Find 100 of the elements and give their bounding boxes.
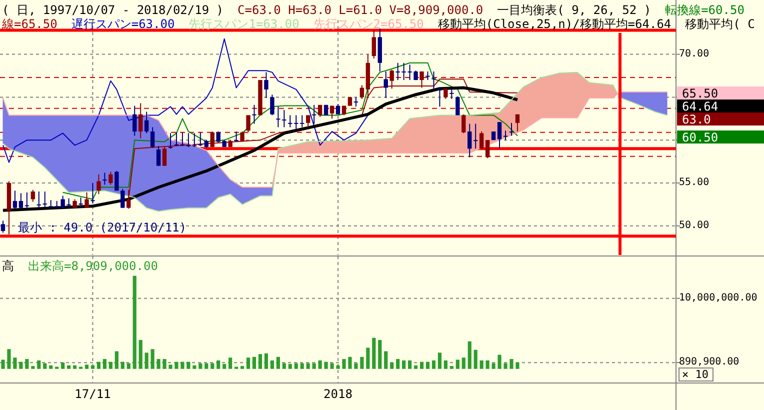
y-tick-label: 890,900.00 bbox=[679, 356, 740, 368]
bar bbox=[102, 359, 106, 369]
candlestick bbox=[246, 114, 250, 133]
bar bbox=[150, 349, 154, 369]
candlestick bbox=[108, 171, 113, 186]
candlestick bbox=[252, 104, 256, 124]
bar bbox=[138, 340, 142, 369]
candlestick bbox=[312, 104, 316, 124]
candlestick bbox=[479, 130, 484, 150]
bar bbox=[126, 363, 130, 369]
bar bbox=[372, 338, 376, 369]
bar bbox=[132, 276, 136, 369]
bar bbox=[480, 360, 484, 369]
candlestick bbox=[270, 94, 274, 116]
candlestick bbox=[18, 192, 24, 210]
text: 先行スパン1=63.00 bbox=[188, 17, 300, 31]
bar bbox=[216, 360, 220, 369]
bar bbox=[432, 360, 436, 369]
bar bbox=[252, 356, 256, 369]
x-tick-label: 17/11 bbox=[74, 387, 111, 401]
annotation: 高 bbox=[2, 259, 14, 273]
bar bbox=[222, 364, 226, 369]
chart-subtitle: C=63.0 H=63.0 L=61.0 V=8,909,000.0 bbox=[238, 3, 484, 17]
bar bbox=[366, 348, 370, 369]
candlestick bbox=[102, 172, 107, 186]
bar bbox=[228, 358, 232, 369]
bar bbox=[342, 359, 346, 369]
candlestick bbox=[390, 69, 394, 90]
candlestick bbox=[30, 189, 35, 202]
bar bbox=[444, 360, 448, 369]
bar bbox=[486, 360, 490, 369]
annotation: 最小 : 49.0 (2017/10/11) bbox=[18, 220, 186, 234]
bar bbox=[378, 340, 382, 369]
candlestick bbox=[36, 191, 41, 208]
bar bbox=[96, 362, 101, 369]
bar bbox=[67, 365, 71, 369]
candlestick bbox=[330, 105, 334, 120]
candlestick bbox=[444, 88, 448, 100]
candlestick bbox=[192, 132, 197, 148]
bar bbox=[426, 362, 430, 369]
bar bbox=[300, 363, 304, 369]
bar bbox=[108, 362, 112, 369]
candlestick bbox=[234, 130, 238, 142]
bar bbox=[324, 362, 328, 369]
bar bbox=[84, 364, 89, 369]
bar bbox=[210, 363, 214, 369]
candlestick bbox=[144, 111, 149, 134]
candlestick bbox=[150, 126, 155, 148]
bar bbox=[312, 363, 316, 369]
candlestick bbox=[210, 130, 214, 148]
candlestick bbox=[138, 102, 143, 139]
bar bbox=[420, 362, 424, 369]
bar bbox=[492, 363, 496, 369]
bar bbox=[7, 349, 11, 369]
candlestick bbox=[24, 192, 30, 210]
candlestick bbox=[456, 96, 460, 116]
bar bbox=[180, 362, 184, 369]
bar bbox=[264, 353, 268, 369]
candlestick bbox=[0, 220, 6, 234]
candlestick bbox=[240, 130, 244, 142]
text: 65.50 bbox=[682, 86, 718, 100]
candlestick bbox=[186, 132, 191, 148]
candlestick bbox=[438, 87, 442, 108]
text: 63.0 bbox=[682, 112, 711, 126]
bar bbox=[114, 351, 118, 369]
candlestick bbox=[126, 189, 131, 210]
bar bbox=[384, 351, 388, 369]
bar bbox=[25, 359, 29, 369]
candlestick bbox=[282, 110, 286, 128]
candlestick bbox=[450, 88, 454, 100]
bar bbox=[144, 352, 148, 369]
candlestick bbox=[42, 191, 47, 208]
candlestick bbox=[78, 197, 83, 208]
candlestick bbox=[198, 132, 202, 147]
bar bbox=[37, 360, 41, 369]
bar bbox=[474, 350, 478, 369]
candlestick bbox=[300, 114, 304, 128]
candlestick bbox=[420, 70, 424, 88]
bar bbox=[174, 362, 178, 369]
candlestick bbox=[474, 123, 478, 150]
bar bbox=[462, 358, 466, 369]
bar bbox=[186, 362, 190, 369]
bar bbox=[438, 352, 442, 369]
bar bbox=[240, 366, 244, 369]
candlestick bbox=[468, 123, 472, 158]
candlestick bbox=[372, 30, 376, 60]
text: 先行スパン2=65.50 bbox=[313, 17, 424, 31]
bar bbox=[348, 356, 352, 369]
bar bbox=[510, 359, 514, 369]
candlestick bbox=[360, 84, 364, 100]
bar bbox=[90, 365, 95, 369]
series-label: 出来高=8,909,000.00 bbox=[28, 259, 158, 273]
bar bbox=[270, 360, 274, 369]
bar bbox=[276, 356, 280, 369]
candlestick bbox=[462, 114, 466, 134]
bar bbox=[162, 359, 166, 369]
candlestick bbox=[503, 130, 508, 141]
candlestick bbox=[294, 114, 298, 130]
bar bbox=[156, 359, 160, 369]
candlestick bbox=[84, 192, 89, 208]
